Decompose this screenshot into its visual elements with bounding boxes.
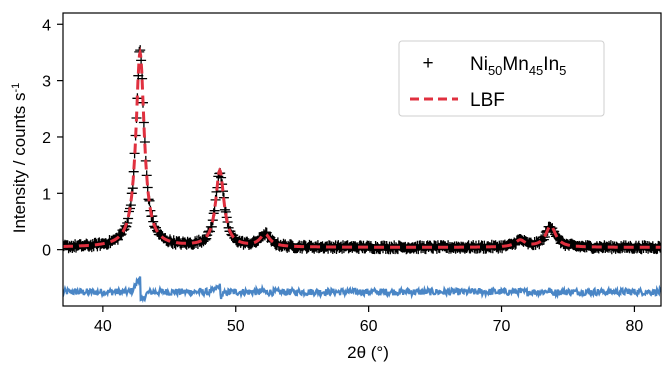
legend-sample-el3: In: [543, 54, 559, 75]
legend-sample-sub2: 45: [529, 63, 543, 78]
x-tick-label: 50: [227, 318, 245, 335]
y-tick-label: 2: [42, 130, 51, 147]
legend-sample-el1: Ni: [470, 54, 488, 75]
legend: + Ni50Mn45In5 LBF: [398, 40, 605, 117]
plot-area: [63, 45, 661, 304]
legend-sample-el2: Mn: [502, 54, 528, 75]
y-tick-label: 4: [42, 17, 51, 34]
legend-sample-sub3: 5: [559, 63, 566, 78]
residual-series-line: [63, 276, 661, 304]
x-axis-title: 2θ (°): [347, 343, 389, 362]
y-axis-title-superscript: -1: [10, 83, 22, 93]
x-tick-label: 60: [360, 318, 378, 335]
legend-sample-sub1: 50: [488, 63, 502, 78]
legend-label-lbf: LBF: [470, 90, 505, 111]
y-axis-title: Intensity / counts s-1: [10, 83, 29, 234]
series-group: [63, 45, 661, 304]
y-tick-label: 3: [42, 74, 51, 91]
x-tick-label: 80: [626, 318, 644, 335]
axes: 40 50 60 70 80 0 1 2 3 4: [42, 12, 662, 335]
y-axis-title-main: Intensity / counts s: [10, 92, 29, 233]
legend-marker-plus: +: [422, 53, 433, 74]
legend-label-sample: Ni50Mn45In5: [470, 54, 566, 78]
legend-frame: [398, 40, 605, 117]
x-tick-label: 40: [94, 318, 112, 335]
y-tick-label: 1: [42, 186, 51, 203]
axes-frame: [62, 12, 662, 307]
y-tick-label: 0: [42, 243, 51, 260]
fit-series-line: [63, 46, 661, 249]
x-tick-label: 70: [493, 318, 511, 335]
